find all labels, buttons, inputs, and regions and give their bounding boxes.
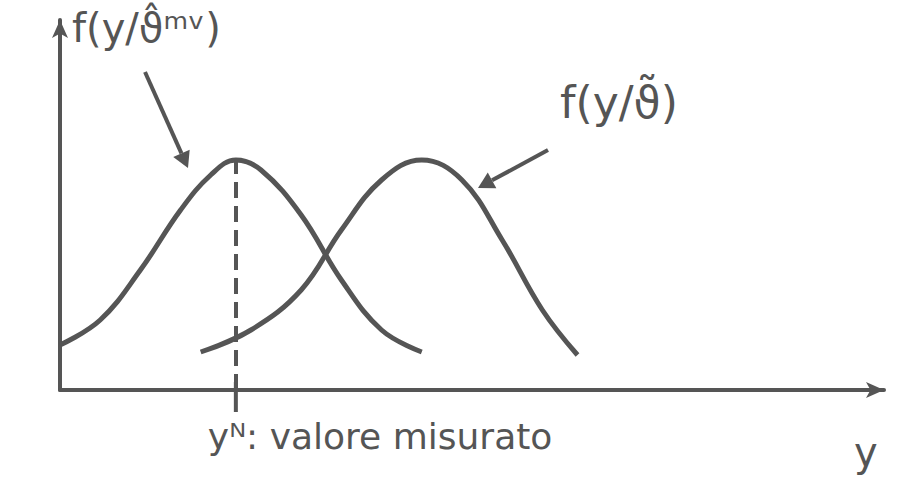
svg-text:yᴺ: valore misurato: yᴺ: valore misurato <box>208 416 552 457</box>
svg-text:f(y/ϑ̃): f(y/ϑ̃) <box>560 74 678 127</box>
svg-text:y: y <box>854 429 878 475</box>
svg-text:f(y/ϑ̂ᵐᵛ): f(y/ϑ̂ᵐᵛ) <box>72 2 221 51</box>
